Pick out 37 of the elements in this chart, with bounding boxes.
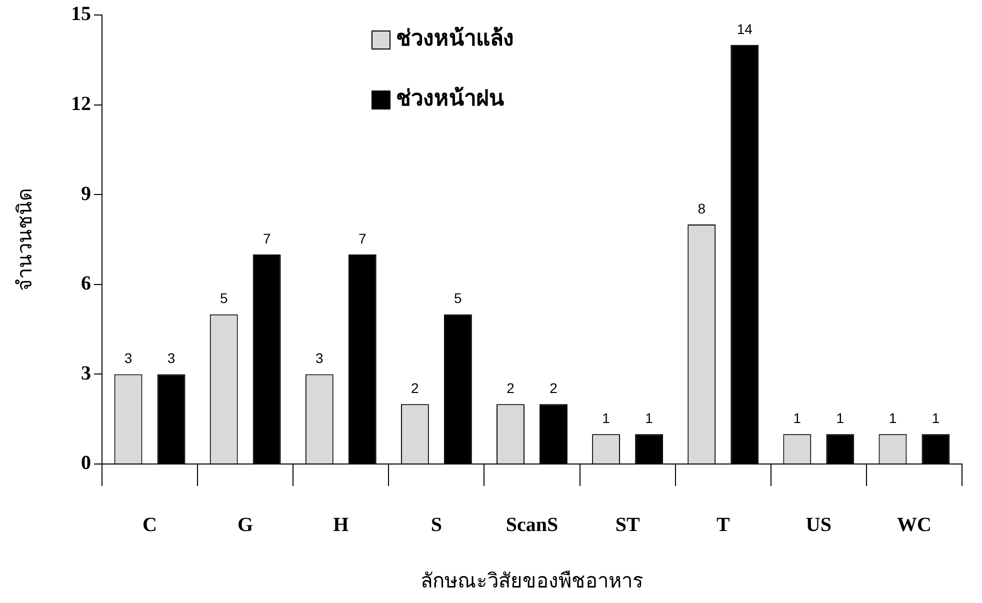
x-tick-label: G bbox=[238, 514, 254, 536]
y-tick-label: 3 bbox=[81, 362, 91, 384]
data-label: 3 bbox=[315, 350, 324, 366]
data-label: 14 bbox=[736, 20, 753, 37]
y-tick-label: 12 bbox=[71, 92, 91, 115]
data-label: 1 bbox=[932, 410, 940, 426]
data-label: 7 bbox=[358, 230, 366, 246]
y-tick-label: 0 bbox=[81, 452, 91, 474]
y-tick-label: 15 bbox=[71, 3, 91, 26]
data-label: 1 bbox=[888, 410, 897, 426]
data-label: 1 bbox=[602, 410, 610, 426]
x-tick-label: C bbox=[142, 514, 158, 536]
legend-label: ช่วงหน้าฝน bbox=[396, 86, 504, 111]
data-label: 2 bbox=[411, 380, 420, 396]
y-tick-label: 6 bbox=[81, 272, 91, 295]
x-axis-title: ลักษณะวิสัยของพืชอาหาร bbox=[420, 570, 644, 592]
x-tick-label: H bbox=[333, 514, 350, 536]
data-label: 2 bbox=[506, 380, 515, 396]
data-label: 8 bbox=[698, 200, 706, 216]
legend-label: ช่วงหน้าแล้ง bbox=[396, 26, 514, 51]
y-tick-label: 9 bbox=[81, 182, 91, 205]
data-label: 3 bbox=[124, 350, 132, 366]
y-axis-title: จำนวนชนิด bbox=[14, 188, 36, 291]
x-tick-label: ScanS bbox=[506, 514, 558, 536]
x-tick-label: S bbox=[430, 514, 442, 536]
data-label: 3 bbox=[167, 350, 176, 366]
x-tick-label: WC bbox=[896, 514, 932, 536]
data-label: 1 bbox=[793, 410, 802, 426]
data-label: 5 bbox=[454, 290, 462, 306]
x-tick-label: US bbox=[806, 514, 832, 536]
data-label: 2 bbox=[550, 380, 558, 396]
x-tick-label: T bbox=[716, 514, 730, 536]
data-label: 5 bbox=[220, 290, 228, 306]
data-label: 7 bbox=[262, 230, 271, 246]
x-tick-label: ST bbox=[615, 514, 640, 536]
data-label: 1 bbox=[645, 410, 654, 426]
data-label: 1 bbox=[836, 410, 844, 426]
